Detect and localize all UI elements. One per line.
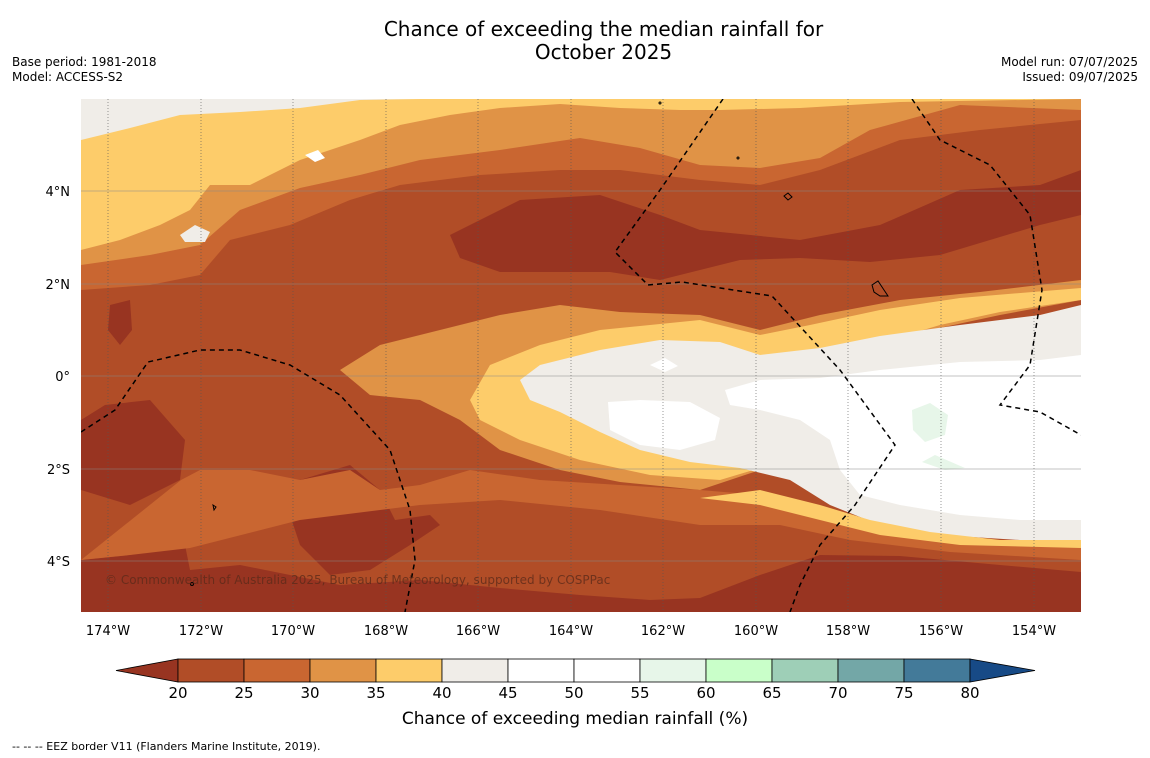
eez-footnote: -- -- -- EEZ border V11 (Flanders Marine… [12, 740, 321, 753]
lon-label: 156°W [919, 624, 963, 639]
map-title: Chance of exceeding the median rainfall … [0, 18, 1150, 64]
model-label: Model: ACCESS-S2 [12, 70, 124, 84]
colorbar-segment [441, 658, 509, 683]
colorbar-tick-label: 60 [696, 684, 716, 702]
lon-label: 172°W [179, 624, 223, 639]
colorbar-segment [309, 658, 377, 683]
lat-label: 2°N [46, 278, 71, 293]
colorbar-segment [705, 658, 773, 683]
colorbar-segment [639, 658, 707, 683]
lon-labels: 174°W 172°W 170°W 168°W 166°W 164°W 162°… [86, 624, 1056, 639]
colorbar-segment [177, 658, 245, 683]
colorbar-arrow-high [969, 658, 1036, 683]
lon-label: 154°W [1012, 624, 1056, 639]
meta-right: Model run: 07/07/2025 Issued: 09/07/2025 [1001, 55, 1138, 85]
colorbar-tick-label: 45 [498, 684, 518, 702]
colorbar-tick-label: 50 [564, 684, 584, 702]
eez-borders [81, 99, 1081, 612]
lat-labels: 4°N 2°N 0° 2°S 4°S [46, 185, 71, 570]
colorbar-tick-label: 75 [894, 684, 914, 702]
colorbar-segment [837, 658, 905, 683]
lat-label: 0° [55, 370, 70, 385]
colorbar-segment [573, 658, 641, 683]
graticule-lat [81, 190, 1081, 562]
colorbar-segment [771, 658, 839, 683]
colorbar-tick-label: 55 [630, 684, 650, 702]
copyright-text: © Commonwealth of Australia 2025, Bureau… [105, 573, 610, 587]
lon-label: 162°W [641, 624, 685, 639]
lat-label: 4°N [46, 185, 71, 200]
lon-label: 158°W [826, 624, 870, 639]
lon-label: 170°W [271, 624, 315, 639]
colorbar-tick-label: 70 [828, 684, 848, 702]
lat-label: 4°S [47, 555, 70, 570]
colorbar-tick-label: 80 [960, 684, 980, 702]
colorbar-tick-label: 20 [168, 684, 188, 702]
colorbar-segment [243, 658, 311, 683]
colorbar-tick-label: 35 [366, 684, 386, 702]
colorbar-arrow-low [115, 658, 179, 683]
colorbar-tick-label: 25 [234, 684, 254, 702]
lon-label: 160°W [734, 624, 778, 639]
colorbar-tick-label: 40 [432, 684, 452, 702]
title-line-2: October 2025 [534, 40, 673, 64]
base-period-label: Base period: 1981-2018 [12, 55, 157, 69]
title-line-1: Chance of exceeding the median rainfall … [383, 17, 824, 41]
meta-left: Base period: 1981-2018 Model: ACCESS-S2 [12, 55, 157, 85]
colorbar-title: Chance of exceeding median rainfall (%) [401, 709, 749, 729]
issued-label: Issued: 09/07/2025 [1022, 70, 1138, 84]
lon-label: 164°W [549, 624, 593, 639]
map-fill [81, 99, 1081, 612]
colorbar-tick-label: 65 [762, 684, 782, 702]
islands [190, 101, 889, 586]
colorbar-segment [507, 658, 575, 683]
colorbar [115, 658, 1036, 683]
lon-label: 166°W [456, 624, 500, 639]
lon-label: 174°W [86, 624, 130, 639]
colorbar-segment [903, 658, 971, 683]
lon-label: 168°W [364, 624, 408, 639]
colorbar-tick-label: 30 [300, 684, 320, 702]
model-run-label: Model run: 07/07/2025 [1000, 55, 1138, 69]
colorbar-segment [375, 658, 443, 683]
lat-label: 2°S [47, 463, 70, 478]
